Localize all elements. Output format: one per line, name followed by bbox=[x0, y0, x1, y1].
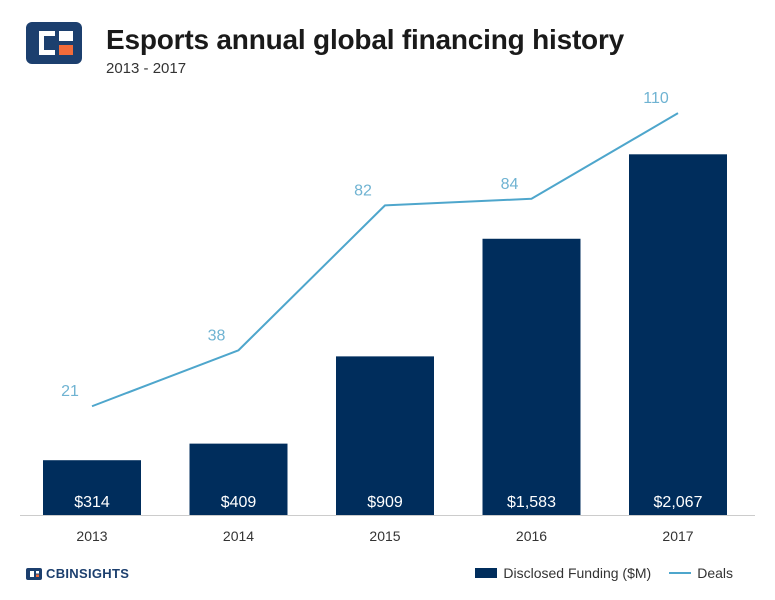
bar-2013 bbox=[43, 460, 141, 515]
bar-label-2014: $409 bbox=[221, 494, 257, 511]
x-tick-label-2017: 2017 bbox=[662, 528, 693, 544]
deals-line bbox=[91, 112, 679, 408]
x-tick-label-2015: 2015 bbox=[369, 528, 400, 544]
cb-insights-mini-logo-icon bbox=[26, 567, 42, 580]
bar-label-2015: $909 bbox=[367, 494, 403, 511]
bar-2015 bbox=[336, 356, 434, 515]
legend-bar-swatch bbox=[475, 568, 498, 578]
x-tick-label-2014: 2014 bbox=[223, 528, 254, 544]
deals-label-2013: 21 bbox=[61, 383, 79, 400]
bar-2017 bbox=[629, 154, 727, 515]
footer-brand: CBINSIGHTS bbox=[26, 566, 129, 581]
legend-bar-label: Disclosed Funding ($M) bbox=[503, 565, 652, 581]
brand-name: CBINSIGHTS bbox=[46, 566, 130, 581]
x-tick-label-2016: 2016 bbox=[516, 528, 547, 544]
legend-line-label: Deals bbox=[697, 565, 733, 581]
deals-label-2015: 82 bbox=[354, 182, 372, 199]
deals-label-2016: 84 bbox=[501, 176, 519, 193]
chart-legend: Disclosed Funding ($M) Deals bbox=[475, 565, 733, 581]
deals-label-2014: 38 bbox=[208, 327, 226, 344]
bar-label-2016: $1,583 bbox=[507, 494, 556, 511]
bar-2014 bbox=[189, 443, 288, 515]
cb-insights-logo-icon bbox=[26, 22, 82, 64]
bar-label-2017: $2,067 bbox=[654, 494, 703, 511]
chart-title: Esports annual global financing history bbox=[106, 24, 625, 55]
legend-line-swatch bbox=[669, 572, 692, 574]
x-tick-label-2013: 2013 bbox=[76, 528, 107, 544]
bar-label-2013: $314 bbox=[74, 494, 110, 511]
bar-2016 bbox=[482, 238, 581, 516]
deals-label-2017: 110 bbox=[643, 90, 669, 107]
chart-subtitle: 2013 - 2017 bbox=[106, 60, 187, 77]
